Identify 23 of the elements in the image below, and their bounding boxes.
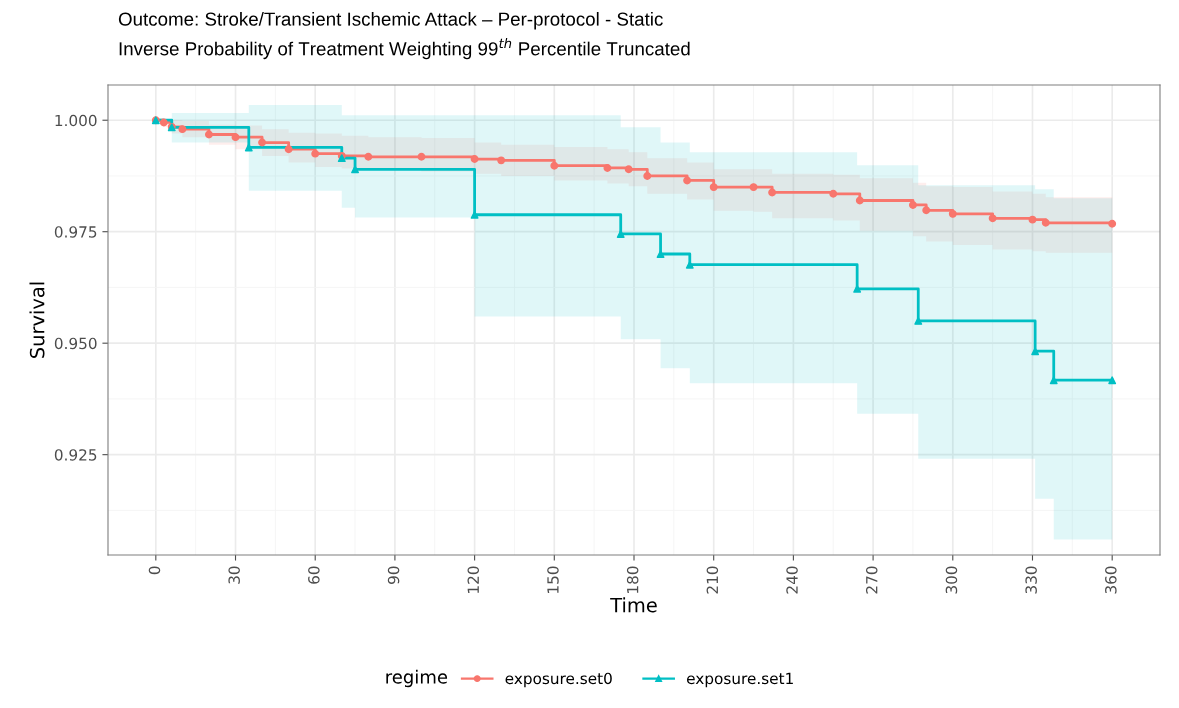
x-tick-label: 270 bbox=[865, 566, 878, 594]
x-tick-label: 360 bbox=[1105, 566, 1117, 594]
x-axis-title: Time bbox=[610, 597, 657, 613]
x-tick-label: 180 bbox=[626, 566, 639, 593]
x-tick-label: 30 bbox=[228, 566, 240, 584]
y-tick-label: 0.950 bbox=[54, 337, 97, 350]
x-tick-label: 0 bbox=[148, 566, 161, 575]
legend-label: exposure.set1 bbox=[686, 672, 793, 688]
y-tick-label: 0.975 bbox=[54, 226, 97, 238]
x-tick-label: 90 bbox=[387, 566, 400, 584]
x-tick-label: 240 bbox=[786, 566, 798, 594]
x-tick-label: 330 bbox=[1025, 566, 1037, 594]
y-tick-label: 0.925 bbox=[54, 449, 97, 461]
x-tick-label: 120 bbox=[467, 566, 480, 593]
legend-title: regime bbox=[386, 669, 448, 688]
legend-label: exposure.set0 bbox=[505, 672, 612, 688]
y-axis-title: Survival bbox=[29, 282, 45, 358]
y-tick-label: 1.000 bbox=[55, 114, 97, 127]
x-tick-label: 210 bbox=[706, 566, 719, 594]
chart-title: Outcome: Stroke/Transient Ischemic Attack – Per-protocol - Static Inverse Probability of Treatment Weighting 99$^{th}$ Percentile Truncated bbox=[118, 12, 690, 60]
x-tick-label: 300 bbox=[945, 566, 958, 594]
x-tick-label: 150 bbox=[547, 566, 559, 593]
x-tick-label: 60 bbox=[308, 566, 320, 584]
